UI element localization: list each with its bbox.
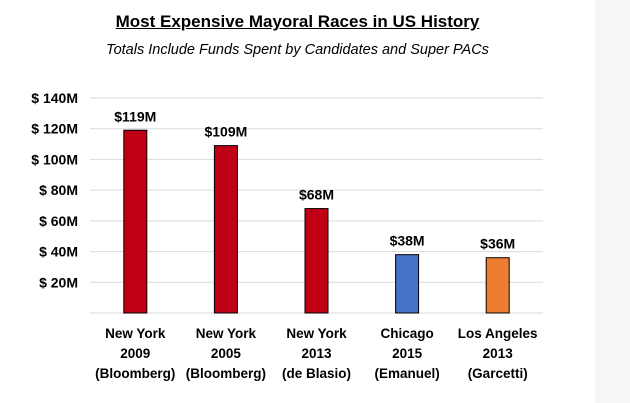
chart-subtitle: Totals Include Funds Spent by Candidates… [106,42,489,58]
x-tick-label: 2015 [392,346,423,361]
bar [485,257,510,314]
x-tick-label: 2009 [120,346,150,361]
data-label: $109M [204,124,247,140]
x-tick-label: (de Blasio) [282,366,351,381]
y-tick-label: $ 80M [39,182,78,198]
x-tick-label: (Emanuel) [374,366,439,381]
x-tick-label: 2013 [301,346,332,361]
x-tick-label: New York [286,326,347,341]
bar [213,145,238,314]
x-tick-label: New York [105,326,166,341]
y-tick-label: $ 100M [31,151,78,167]
y-tick-label: $ 60M [39,213,78,229]
y-tick-label: $ 20M [39,274,78,290]
x-tick-label: (Garcetti) [468,366,528,381]
chart-title: Most Expensive Mayoral Races in US Histo… [115,12,480,31]
y-tick-label: $ 120M [31,121,78,137]
bar-chart: $ 20M $ 40M $ 60M $ 80M $ 100M $ 120M $ 140M $1… [31,90,543,381]
side-panel [595,0,630,403]
x-tick-label: (Bloomberg) [186,366,266,381]
x-tick-label: Chicago [380,326,433,341]
y-tick-label: $ 40M [39,244,78,260]
bar [304,208,329,314]
bar [395,254,420,314]
x-tick-label: 2013 [483,346,514,361]
x-tick-label: New York [196,326,257,341]
x-tick-label: 2005 [211,346,242,361]
x-tick-label: Los Angeles [458,326,538,341]
x-tick-label: (Bloomberg) [95,366,175,381]
data-label: $36M [480,236,515,252]
data-label: $119M [114,108,156,124]
bar [123,129,148,314]
data-label: $38M [390,233,425,249]
data-label: $68M [299,187,334,203]
y-tick-label: $ 140M [31,90,78,106]
